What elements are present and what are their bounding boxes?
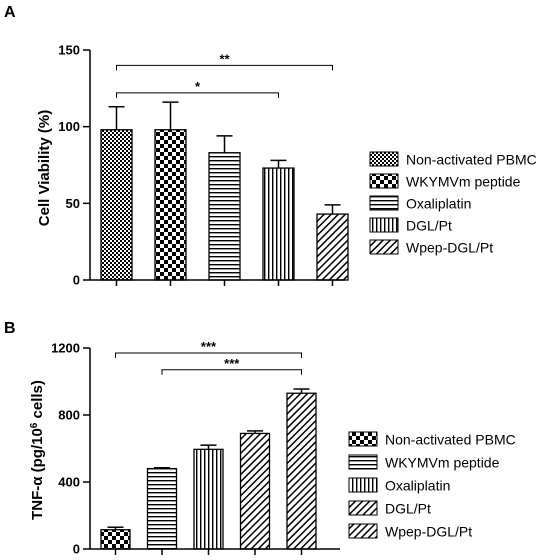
panel-b-legend-label-2: Oxaliplatin xyxy=(385,478,450,494)
panel-b-label: B xyxy=(4,320,16,337)
panel-a-y-tick-label-3: 150 xyxy=(58,43,80,58)
panel-a-legend-swatch-1 xyxy=(369,173,399,189)
panel-b-bracket-1 xyxy=(161,369,302,375)
panel-a-y-tick-label-2: 100 xyxy=(58,119,80,134)
panel-a-significance-1: * xyxy=(195,79,201,94)
panel-a-legend-swatch-0 xyxy=(369,151,399,167)
panel-b-legend-label-4: Wpep-DGL/Pt xyxy=(385,524,472,540)
panel-b-legend-swatch-1 xyxy=(348,454,378,470)
panel-b-legend-label-0: Non-activated PBMC xyxy=(385,432,516,448)
panel-b-legend-label-1: WKYMVm peptide xyxy=(385,455,500,471)
panel-b-legend-label-3: DGL/Pt xyxy=(385,501,431,517)
panel-a-legend-label-0: Non-activated PBMC xyxy=(406,152,537,168)
panel-a-legend-label-3: DGL/Pt xyxy=(406,218,452,234)
panel-b-bracket-0 xyxy=(115,352,302,359)
panel-b-y-tick-label-3: 1200 xyxy=(51,341,80,356)
panel-b-significance-1: *** xyxy=(224,356,240,371)
panel-a-bracket-0 xyxy=(116,64,333,71)
panel-b-legend-swatch-0 xyxy=(348,431,378,447)
panel-b-y-tick-label-1: 400 xyxy=(58,475,80,490)
panel-b-bar-0 xyxy=(100,529,131,550)
panel-b-bar-3 xyxy=(239,432,271,550)
panel-b-ylabel-end: cells) xyxy=(29,380,46,423)
panel-b-ylabel: TNF-α (pg/106 cells) xyxy=(29,380,47,520)
panel-a-significance-0: ** xyxy=(219,51,230,66)
panel-a-legend-label-4: Wpep-DGL/Pt xyxy=(406,240,493,256)
panel-a-bracket-1 xyxy=(116,92,279,98)
panel-b-legend: Non-activated PBMC WKYMVm peptide Oxalipla… xyxy=(348,431,516,540)
panel-a-label: A xyxy=(4,4,16,21)
panel-b-bar-4 xyxy=(286,392,317,550)
panel-b-bar-1 xyxy=(146,467,178,550)
panel-a-legend-swatch-4 xyxy=(369,239,399,255)
panel-a-legend-swatch-2 xyxy=(369,195,399,211)
panel-b-y-tick-label-2: 800 xyxy=(58,408,80,423)
panel-b: B TNF-α (pg/106 cells) 0 400 800 1200 *** ***… xyxy=(4,320,516,557)
panel-a-ylabel: Cell Viability (%) xyxy=(36,110,53,226)
panel-a-legend-label-2: Oxaliplatin xyxy=(406,196,471,212)
panel-b-ylabel-main: TNF-α (pg/10 xyxy=(29,428,46,520)
panel-a-legend-swatch-3 xyxy=(369,217,399,233)
panel-a-legend-label-1: WKYMVm peptide xyxy=(406,174,521,190)
panel-a-legend: Non-activated PBMC WKYMVm peptide Oxalipla… xyxy=(369,151,537,256)
panel-a-y-tick-label-1: 50 xyxy=(66,196,80,211)
panel-a-bar-4 xyxy=(316,213,349,281)
panel-a-bar-2 xyxy=(208,152,241,281)
panel-b-legend-swatch-3 xyxy=(348,500,378,516)
panel-a-bar-3 xyxy=(262,167,295,281)
panel-b-bar-2 xyxy=(193,448,224,550)
panel-b-plot: 0 400 800 1200 *** *** xyxy=(51,339,340,557)
panel-a-bar-0 xyxy=(100,129,133,281)
panel-a-bar-1 xyxy=(154,129,187,281)
panel-a-y-tick-label-0: 0 xyxy=(73,273,80,288)
panel-b-y-tick-label-0: 0 xyxy=(73,542,80,557)
panel-b-significance-0: *** xyxy=(201,339,217,354)
panel-b-legend-swatch-4 xyxy=(348,523,378,539)
panel-b-legend-swatch-2 xyxy=(348,477,378,493)
panel-b-ylabel-sup: 6 xyxy=(29,422,40,428)
